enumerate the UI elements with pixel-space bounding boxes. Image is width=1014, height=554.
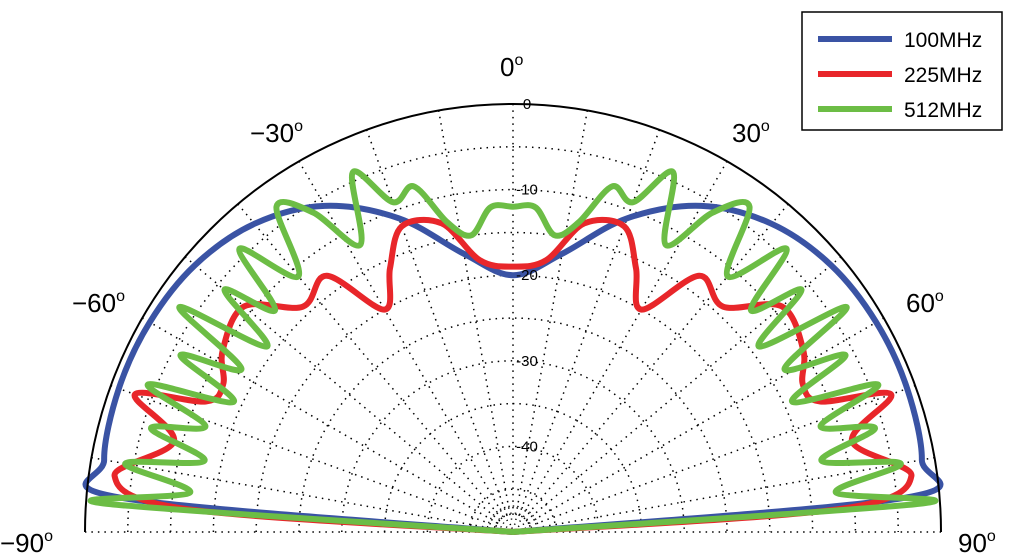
center-ring [499, 518, 527, 533]
polar-grid [85, 104, 941, 533]
angle-tick-label: −60o [72, 288, 125, 318]
grid-ring [469, 488, 557, 533]
grid-ring [426, 445, 600, 533]
grid-ring [127, 146, 899, 533]
grid-spoke [518, 129, 661, 517]
radial-labels: 0 -10 -20 -30 -40 [516, 96, 538, 455]
grid-spoke [365, 129, 508, 517]
series-line-100MHz [82, 202, 944, 535]
legend-label-100MHz: 100MHz [904, 29, 982, 52]
radial-tick-label: -20 [516, 267, 538, 284]
center-ring [486, 505, 540, 533]
angle-tick-label: 30o [732, 118, 770, 148]
grid-ring [298, 317, 728, 533]
grid-spoke [298, 160, 506, 518]
legend-label-512MHz: 512MHz [904, 99, 982, 122]
grid-ring [212, 231, 814, 533]
outer-boundary-arc [84, 103, 942, 533]
legend: 100MHz 225MHz 512MHz [801, 11, 1003, 131]
radial-tick-label: 0 [523, 96, 531, 113]
angle-tick-label: −30o [250, 118, 303, 148]
angle-tick-label: 0o [500, 52, 523, 82]
angle-tick-label: 90o [958, 528, 996, 554]
legend-label-225MHz: 225MHz [904, 64, 982, 87]
grid-spoke [520, 160, 728, 518]
radial-tick-label: -30 [516, 353, 538, 370]
grid-spoke [437, 110, 511, 516]
series-line-225MHz [111, 216, 915, 535]
grid-spoke [184, 256, 501, 522]
radial-tick-label: -10 [516, 182, 538, 199]
angle-tick-label: 60o [906, 288, 944, 318]
series-line-512MHz [88, 168, 938, 535]
grid-ring [169, 188, 857, 533]
angle-labels: −90o −60o −30o 0o 30o 60o 90o [0, 52, 996, 554]
grid-spoke [525, 256, 842, 522]
angle-tick-label: −90o [0, 528, 53, 554]
series-layer [82, 168, 944, 535]
radial-tick-label: -40 [516, 438, 538, 455]
grid-ring [341, 360, 685, 533]
